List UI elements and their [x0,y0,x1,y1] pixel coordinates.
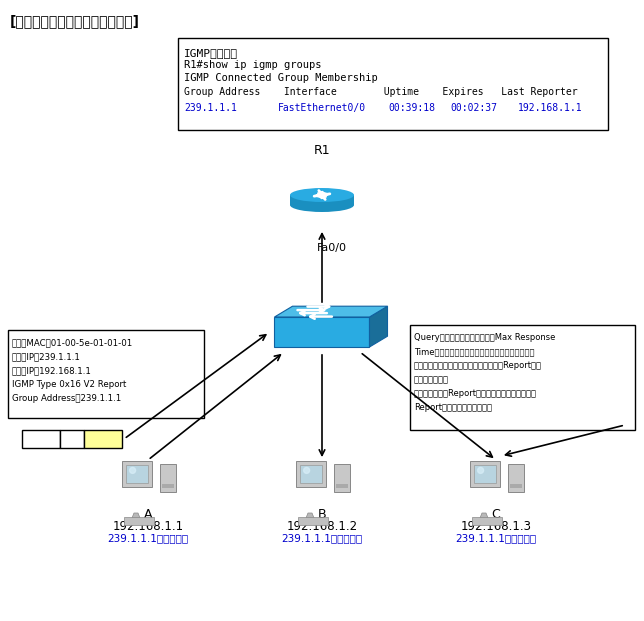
Text: Queryを受信するとレシーバはMax Response: Queryを受信するとレシーバはMax Response [414,333,555,342]
Text: 192.168.1.3: 192.168.1.3 [460,520,531,533]
Text: FastEthernet0/0: FastEthernet0/0 [278,103,366,113]
Polygon shape [370,306,388,347]
FancyBboxPatch shape [124,517,154,525]
Text: 00:39:18: 00:39:18 [388,103,435,113]
Polygon shape [290,195,354,205]
Text: Group Address    Interface        Uptime    Expires   Last Reporter: Group Address Interface Uptime Expires L… [184,87,578,97]
FancyBboxPatch shape [470,461,500,487]
FancyBboxPatch shape [126,465,148,483]
Text: あて先MAC：01-00-5e-01-01-01: あて先MAC：01-00-5e-01-01-01 [12,338,133,347]
Text: Reportメッセージは流さない: Reportメッセージは流さない [414,403,492,412]
FancyBboxPatch shape [336,484,348,488]
Text: IGMP Type 0x16 V2 Report: IGMP Type 0x16 V2 Report [12,380,126,389]
Text: Ether: Ether [29,435,53,443]
Text: R1#show ip igmp groups: R1#show ip igmp groups [184,60,321,70]
Text: A: A [144,508,152,521]
Polygon shape [306,513,314,518]
FancyBboxPatch shape [410,325,635,430]
Text: Group Address：239.1.1.1: Group Address：239.1.1.1 [12,394,121,403]
FancyBboxPatch shape [300,465,322,483]
FancyBboxPatch shape [84,430,122,448]
Circle shape [478,468,484,473]
Text: 192.168.1.2: 192.168.1.2 [287,520,357,533]
FancyBboxPatch shape [334,464,350,492]
Text: B: B [317,508,327,521]
FancyBboxPatch shape [60,430,84,448]
Text: IGMP: IGMP [91,435,115,443]
Ellipse shape [290,198,354,212]
FancyBboxPatch shape [22,430,60,448]
Text: R1: R1 [314,144,330,157]
FancyBboxPatch shape [296,461,326,487]
Polygon shape [126,518,144,521]
Polygon shape [480,513,488,518]
Text: 送信元IP：192.168.1.1: 送信元IP：192.168.1.1 [12,366,92,375]
Text: Fa0/0: Fa0/0 [317,243,347,253]
Circle shape [303,468,310,473]
Polygon shape [132,513,140,518]
Text: 239.1.1.1のメンバー: 239.1.1.1のメンバー [108,533,189,543]
Circle shape [129,468,136,473]
Text: [マルチキャストグループの維持]: [マルチキャストグループの維持] [10,14,140,28]
Text: 239.1.1.1: 239.1.1.1 [184,103,237,113]
FancyBboxPatch shape [122,461,152,487]
Text: IP: IP [68,435,76,443]
FancyBboxPatch shape [508,464,524,492]
Text: Time内のランダムな時間のタイマーをスタート。: Time内のランダムな時間のタイマーをスタート。 [414,347,535,356]
FancyBboxPatch shape [178,38,608,130]
FancyBboxPatch shape [8,330,204,418]
Text: IGMPテーブル: IGMPテーブル [184,48,238,58]
Text: タイマーがタイムアップしたメンバーがReportメッ: タイマーがタイムアップしたメンバーがReportメッ [414,361,542,370]
FancyBboxPatch shape [474,465,496,483]
Text: 他のメンバーがReportメッセージを送信したら、: 他のメンバーがReportメッセージを送信したら、 [414,389,537,398]
Polygon shape [274,317,370,347]
Polygon shape [274,306,388,317]
Text: セージを返す。: セージを返す。 [414,375,449,384]
Text: あて先IP：239.1.1.1: あて先IP：239.1.1.1 [12,352,81,361]
FancyBboxPatch shape [510,484,522,488]
Text: 239.1.1.1のメンバー: 239.1.1.1のメンバー [455,533,536,543]
Polygon shape [474,518,492,521]
Text: 192.168.1.1: 192.168.1.1 [113,520,184,533]
Text: 239.1.1.1のメンバー: 239.1.1.1のメンバー [281,533,363,543]
FancyBboxPatch shape [298,517,328,525]
Text: C: C [491,508,500,521]
Text: 00:02:37: 00:02:37 [450,103,497,113]
FancyBboxPatch shape [162,484,174,488]
Polygon shape [300,518,318,521]
FancyBboxPatch shape [160,464,176,492]
Text: 192.168.1.1: 192.168.1.1 [518,103,583,113]
Text: IGMP Connected Group Membership: IGMP Connected Group Membership [184,73,378,83]
Ellipse shape [290,188,354,202]
FancyBboxPatch shape [472,517,502,525]
